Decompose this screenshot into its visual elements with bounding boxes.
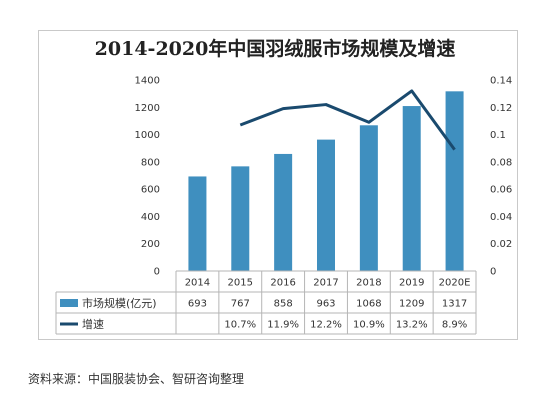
bar-2016 xyxy=(274,154,292,271)
left-axis-tick-label: 1200 xyxy=(135,103,160,114)
bar-2019 xyxy=(403,106,421,271)
source-note: 资料来源：中国服装协会、智研咨询整理 xyxy=(28,370,244,387)
right-axis-tick-label: 0.06 xyxy=(490,185,512,196)
left-axis-tick-label: 600 xyxy=(141,185,160,196)
bar-data-label: 963 xyxy=(316,299,335,310)
line-data-label: 11.9% xyxy=(267,320,299,331)
bar-data-label: 693 xyxy=(188,299,207,310)
line-data-label: 10.9% xyxy=(353,320,385,331)
line-data-label: 13.2% xyxy=(396,320,428,331)
right-axis-tick-label: 0.08 xyxy=(490,157,512,168)
x-axis-tick-label: 2016 xyxy=(270,278,295,289)
bar-2015 xyxy=(231,166,249,271)
right-axis-tick-label: 0 xyxy=(490,267,496,278)
x-axis-tick-label: 2020E xyxy=(439,278,471,289)
bar-2020E xyxy=(446,91,464,271)
x-axis-tick-label: 2019 xyxy=(399,278,424,289)
left-axis-tick-label: 200 xyxy=(141,239,160,250)
right-axis-tick-label: 0.14 xyxy=(490,76,512,87)
left-axis-tick-label: 400 xyxy=(141,212,160,223)
bar-data-label: 858 xyxy=(274,299,293,310)
line-data-label: 10.7% xyxy=(224,320,256,331)
growth-rate-line xyxy=(240,91,454,150)
right-axis-tick-label: 0.1 xyxy=(490,130,506,141)
bar-data-label: 1068 xyxy=(356,299,381,310)
right-axis-tick-label: 0.04 xyxy=(490,212,512,223)
bar-2014 xyxy=(188,176,206,271)
bar-data-label: 1209 xyxy=(399,299,424,310)
legend-line-label: 增速 xyxy=(82,317,104,331)
line-data-label: 8.9% xyxy=(442,320,467,331)
x-axis-tick-label: 2018 xyxy=(356,278,381,289)
left-axis-tick-label: 0 xyxy=(154,267,160,278)
x-axis-tick-label: 2017 xyxy=(313,278,338,289)
legend-bar-label: 市场规模(亿元) xyxy=(82,296,157,310)
line-data-label: 12.2% xyxy=(310,320,342,331)
bar-2018 xyxy=(360,125,378,271)
x-axis-tick-label: 2014 xyxy=(185,278,210,289)
right-axis-tick-label: 0.12 xyxy=(490,103,512,114)
right-axis-tick-label: 0.02 xyxy=(490,239,512,250)
left-axis-tick-label: 1000 xyxy=(135,130,160,141)
x-axis-tick-label: 2015 xyxy=(228,278,253,289)
legend-bar-key xyxy=(60,299,78,307)
left-axis-tick-label: 800 xyxy=(141,157,160,168)
bar-data-label: 1317 xyxy=(442,299,467,310)
left-axis-tick-label: 1400 xyxy=(135,76,160,87)
bar-2017 xyxy=(317,140,335,271)
bar-data-label: 767 xyxy=(231,299,250,310)
